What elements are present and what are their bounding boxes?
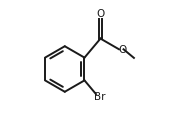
Text: O: O xyxy=(119,45,127,55)
Text: Br: Br xyxy=(94,92,106,102)
Text: O: O xyxy=(96,9,105,19)
